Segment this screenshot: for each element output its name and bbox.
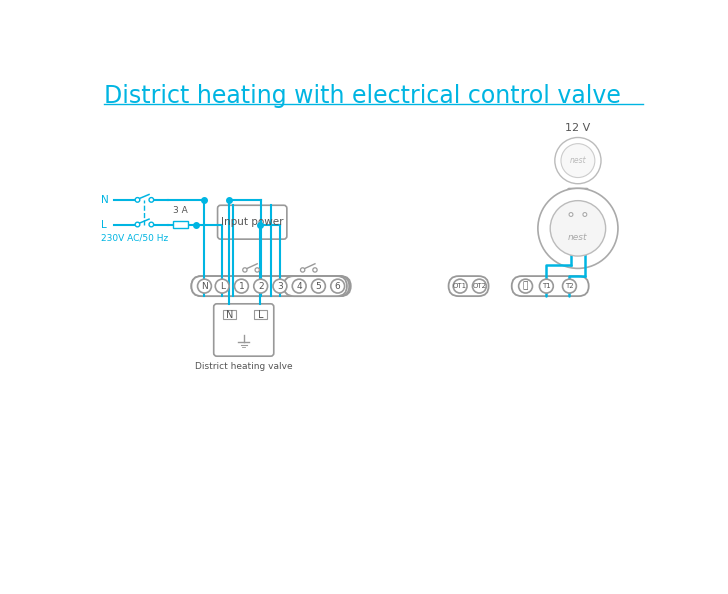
Text: nest: nest xyxy=(568,233,587,242)
Text: District heating with electrical control valve: District heating with electrical control… xyxy=(103,84,620,108)
FancyBboxPatch shape xyxy=(218,206,287,239)
Circle shape xyxy=(472,279,486,293)
Circle shape xyxy=(135,198,140,202)
Circle shape xyxy=(331,279,344,293)
Circle shape xyxy=(569,213,573,216)
FancyBboxPatch shape xyxy=(284,276,349,296)
Circle shape xyxy=(518,279,532,293)
Text: L: L xyxy=(258,309,263,320)
Text: 230V AC/50 Hz: 230V AC/50 Hz xyxy=(100,233,167,242)
Text: nest: nest xyxy=(569,156,586,165)
Circle shape xyxy=(539,279,553,293)
Circle shape xyxy=(563,279,577,293)
Circle shape xyxy=(313,268,317,272)
Text: N: N xyxy=(201,282,208,290)
Text: 3 A: 3 A xyxy=(173,206,188,215)
Circle shape xyxy=(149,222,154,227)
Circle shape xyxy=(254,279,268,293)
Text: 4: 4 xyxy=(296,282,302,290)
Text: N: N xyxy=(226,309,233,320)
Text: 6: 6 xyxy=(335,282,341,290)
Text: T2: T2 xyxy=(565,283,574,289)
Text: L: L xyxy=(220,282,225,290)
Circle shape xyxy=(215,279,229,293)
Circle shape xyxy=(234,279,248,293)
Circle shape xyxy=(197,279,211,293)
FancyBboxPatch shape xyxy=(284,276,347,296)
FancyBboxPatch shape xyxy=(607,222,615,235)
Text: N: N xyxy=(100,195,108,205)
Circle shape xyxy=(550,201,606,256)
FancyBboxPatch shape xyxy=(191,276,349,296)
Text: 12 V: 12 V xyxy=(566,124,590,133)
Circle shape xyxy=(242,268,247,272)
FancyBboxPatch shape xyxy=(191,276,351,296)
Text: T1: T1 xyxy=(542,283,550,289)
Text: L: L xyxy=(100,220,106,229)
Text: 5: 5 xyxy=(315,282,321,290)
Text: OT1: OT1 xyxy=(453,283,467,289)
FancyBboxPatch shape xyxy=(214,304,274,356)
Text: OT2: OT2 xyxy=(472,283,486,289)
FancyBboxPatch shape xyxy=(541,222,549,235)
FancyBboxPatch shape xyxy=(512,276,589,296)
FancyBboxPatch shape xyxy=(448,276,488,296)
Circle shape xyxy=(255,268,259,272)
Text: ⏚: ⏚ xyxy=(523,282,529,290)
Circle shape xyxy=(538,188,618,268)
Circle shape xyxy=(453,279,467,293)
Circle shape xyxy=(135,222,140,227)
Text: Input power: Input power xyxy=(221,217,283,227)
Text: 2: 2 xyxy=(258,282,264,290)
Circle shape xyxy=(149,198,154,202)
Circle shape xyxy=(583,213,587,216)
Text: District heating valve: District heating valve xyxy=(195,362,293,371)
Circle shape xyxy=(312,279,325,293)
Circle shape xyxy=(561,144,595,178)
Circle shape xyxy=(555,137,601,184)
Circle shape xyxy=(301,268,305,272)
Bar xyxy=(254,310,267,319)
Circle shape xyxy=(292,279,306,293)
Text: 3: 3 xyxy=(277,282,282,290)
Circle shape xyxy=(273,279,287,293)
Text: 1: 1 xyxy=(239,282,245,290)
Bar xyxy=(223,310,236,319)
FancyBboxPatch shape xyxy=(567,188,589,201)
Bar xyxy=(173,222,189,228)
